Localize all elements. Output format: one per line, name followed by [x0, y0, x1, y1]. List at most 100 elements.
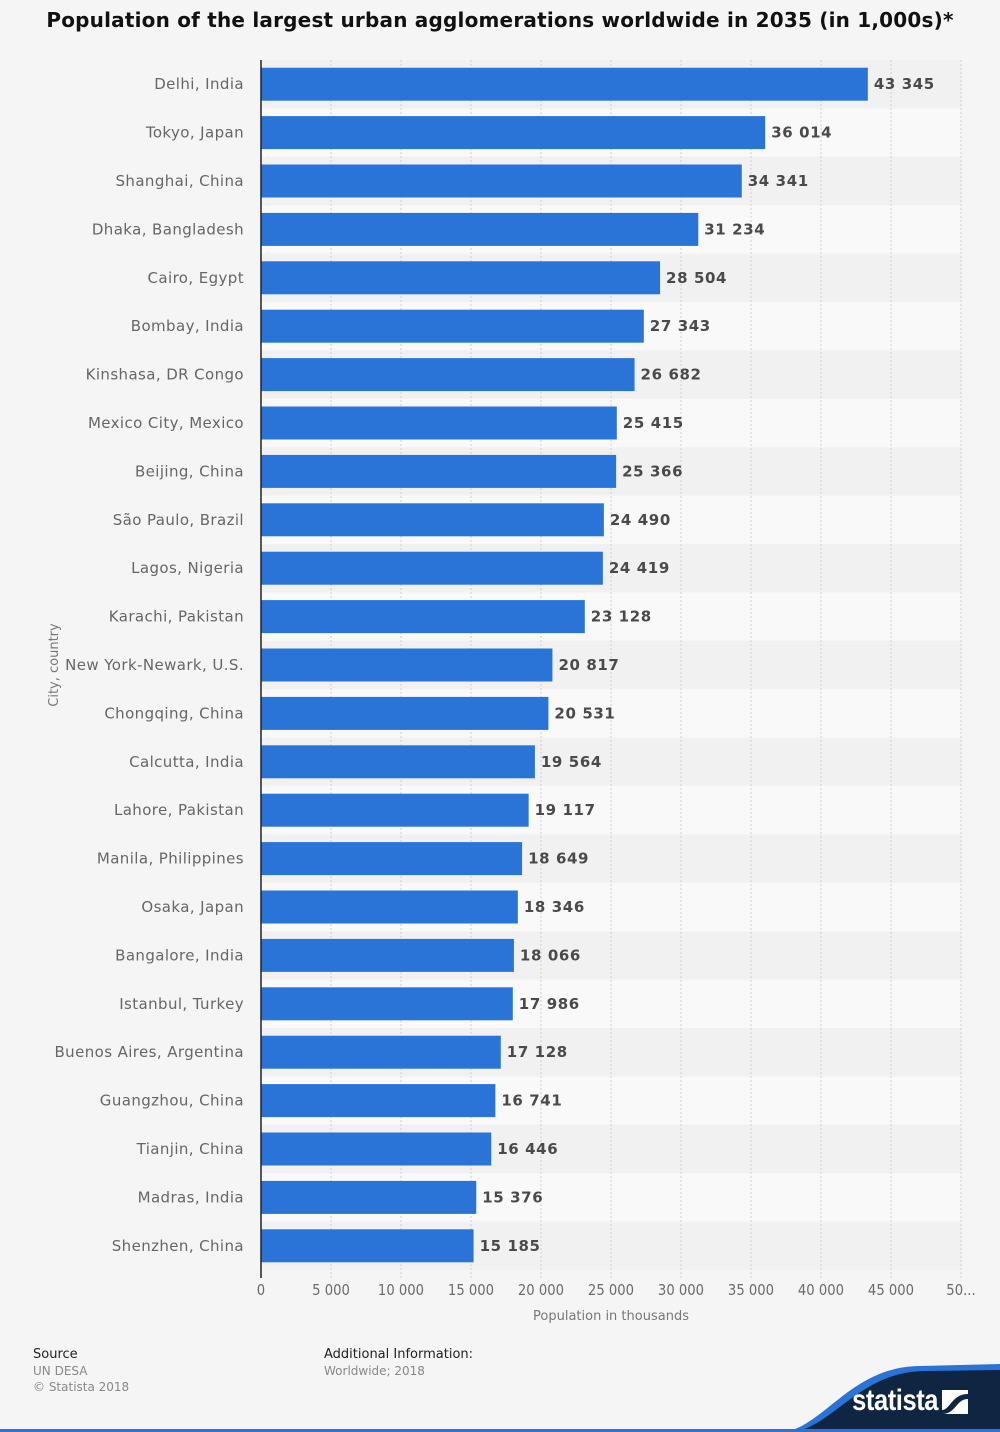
bar[interactable] — [261, 1035, 501, 1069]
category-label: Madras, India — [138, 1188, 244, 1206]
bar[interactable] — [261, 987, 513, 1021]
value-label: 26 682 — [641, 366, 702, 384]
bar[interactable] — [261, 1084, 496, 1118]
category-labels: Delhi, India Tokyo, Japan Shanghai, China D… — [54, 75, 245, 1255]
bar[interactable] — [261, 67, 868, 101]
value-label: 27 343 — [650, 317, 711, 335]
x-tick-label: 35 000 — [728, 1282, 774, 1299]
x-tick-label: 10 000 — [378, 1282, 424, 1299]
value-label: 19 117 — [535, 801, 596, 819]
bar[interactable] — [261, 745, 535, 779]
value-label: 15 185 — [480, 1237, 541, 1255]
category-label: Guangzhou, China — [100, 1092, 244, 1110]
x-tick-label: 20 000 — [518, 1282, 564, 1299]
value-label: 16 446 — [497, 1140, 558, 1158]
value-label: 18 649 — [528, 850, 589, 868]
bar[interactable] — [261, 116, 766, 150]
category-label: Osaka, Japan — [141, 898, 244, 916]
bar[interactable] — [261, 648, 553, 682]
value-label: 23 128 — [591, 608, 652, 626]
x-tick-label: 5 000 — [312, 1282, 350, 1299]
bar[interactable] — [261, 503, 604, 537]
category-label: Cairo, Egypt — [148, 269, 244, 287]
bar[interactable] — [261, 1229, 474, 1263]
category-label: Bombay, India — [131, 317, 244, 335]
category-label: Dhaka, Bangladesh — [92, 220, 244, 238]
bar[interactable] — [261, 358, 635, 392]
y-axis-title: City, country — [47, 623, 62, 707]
bar[interactable] — [261, 261, 661, 295]
bar[interactable] — [261, 309, 644, 343]
category-label: Chongqing, China — [104, 704, 244, 722]
copyright: © Statista 2018 — [33, 1380, 130, 1394]
x-tick-labels: 0 5 000 10 000 15 000 20 000 25 000 30 000 35 0… — [257, 1282, 976, 1299]
bars — [261, 67, 868, 1263]
value-label: 24 490 — [610, 511, 671, 529]
category-label: Lahore, Pakistan — [114, 801, 244, 819]
category-label: Calcutta, India — [129, 753, 244, 771]
x-tick-label: 50... — [946, 1282, 975, 1299]
source-block: Source UN DESA © Statista 2018 — [33, 1347, 129, 1395]
category-label: Karachi, Pakistan — [109, 608, 244, 626]
additional-info-block: Additional Information: Worldwide; 2018 — [324, 1347, 473, 1379]
bar[interactable] — [261, 842, 523, 876]
statista-brand-banner — [780, 1364, 1000, 1432]
bar[interactable] — [261, 890, 518, 924]
x-axis-title: Population in thousands — [533, 1309, 689, 1324]
bar-chart: Delhi, India Tokyo, Japan Shanghai, China D… — [47, 60, 976, 1324]
value-label: 24 419 — [609, 559, 670, 577]
value-label: 16 741 — [501, 1092, 562, 1110]
category-label: Kinshasa, DR Congo — [86, 366, 244, 384]
additional-info-text: Worldwide; 2018 — [324, 1364, 425, 1378]
value-label: 17 128 — [507, 1043, 568, 1061]
bar[interactable] — [261, 454, 617, 488]
value-label: 20 817 — [558, 656, 619, 674]
bar[interactable] — [261, 1132, 492, 1166]
statista-logo-icon — [942, 1390, 968, 1414]
value-label: 36 014 — [771, 124, 832, 142]
category-label: Mexico City, Mexico — [88, 414, 244, 432]
category-label: Shenzhen, China — [112, 1237, 244, 1255]
category-label: Delhi, India — [154, 75, 244, 93]
value-label: 31 234 — [704, 220, 765, 238]
category-label: Tokyo, Japan — [145, 124, 244, 142]
source-name: UN DESA — [33, 1364, 88, 1378]
bottom-accent-line — [0, 1429, 1000, 1432]
category-label: New York-Newark, U.S. — [65, 656, 244, 674]
value-label: 18 066 — [520, 946, 581, 964]
bar[interactable] — [261, 696, 549, 730]
bar[interactable] — [261, 406, 617, 440]
bar[interactable] — [261, 938, 514, 972]
category-label: Beijing, China — [135, 462, 244, 480]
bar[interactable] — [261, 212, 699, 246]
statista-logo-text[interactable]: statista — [852, 1384, 938, 1417]
bar[interactable] — [261, 164, 742, 198]
value-label: 18 346 — [524, 898, 585, 916]
value-label: 19 564 — [541, 753, 602, 771]
x-tick-label: 45 000 — [868, 1282, 914, 1299]
value-label: 25 366 — [622, 462, 683, 480]
category-label: Bangalore, India — [115, 946, 244, 964]
category-label: São Paulo, Brazil — [113, 511, 244, 529]
bar[interactable] — [261, 600, 585, 634]
value-label: 25 415 — [623, 414, 684, 432]
value-label: 34 341 — [748, 172, 809, 190]
value-labels: 43 345 36 014 34 341 31 234 28 504 27 343 26 6… — [480, 75, 935, 1255]
x-tick-label: 40 000 — [798, 1282, 844, 1299]
source-heading: Source — [33, 1347, 78, 1362]
value-label: 28 504 — [666, 269, 727, 287]
chart-title: Population of the largest urban agglomer… — [46, 8, 954, 32]
bar[interactable] — [261, 1180, 477, 1214]
category-label: Manila, Philippines — [97, 850, 244, 868]
category-label: Tianjin, China — [136, 1140, 244, 1158]
category-label: Lagos, Nigeria — [131, 559, 244, 577]
value-label: 17 986 — [519, 995, 580, 1013]
bar[interactable] — [261, 793, 529, 827]
additional-info-heading: Additional Information: — [324, 1347, 474, 1362]
category-label: Shanghai, China — [116, 172, 245, 190]
x-tick-label: 25 000 — [588, 1282, 634, 1299]
bar[interactable] — [261, 551, 603, 585]
value-label: 15 376 — [482, 1188, 543, 1206]
x-tick-label: 30 000 — [658, 1282, 704, 1299]
value-label: 20 531 — [554, 704, 615, 722]
